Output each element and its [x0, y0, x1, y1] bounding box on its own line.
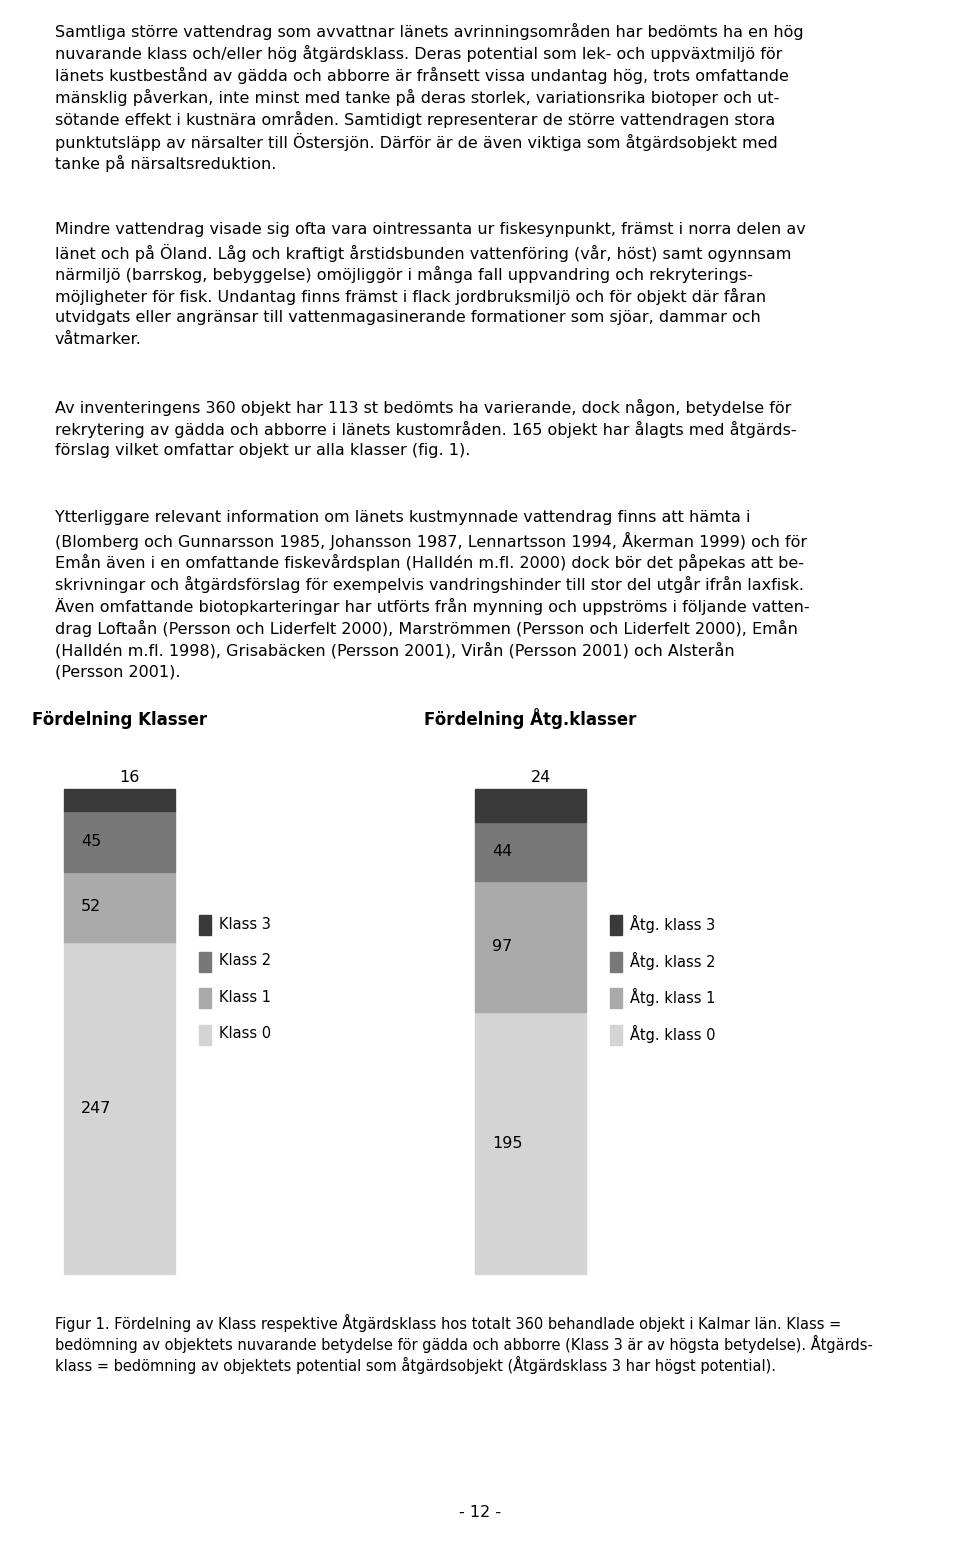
Text: förslag vilket omfattar objekt ur alla klasser (fig. 1).: förslag vilket omfattar objekt ur alla k…: [55, 443, 470, 458]
Text: länets kustbestånd av gädda och abborre är frånsett vissa undantag hög, trots om: länets kustbestånd av gädda och abborre …: [55, 68, 788, 85]
Text: rekrytering av gädda och abborre i länets kustområden. 165 objekt har ålagts med: rekrytering av gädda och abborre i länet…: [55, 421, 797, 438]
Text: sötande effekt i kustnära områden. Samtidigt representerar de större vattendrage: sötande effekt i kustnära områden. Samti…: [55, 111, 775, 128]
Text: närmiljö (barrskog, bebyggelse) omöjliggör i många fall uppvandring och rekryter: närmiljö (barrskog, bebyggelse) omöjligg…: [55, 267, 753, 284]
Text: Klass 0: Klass 0: [219, 1026, 271, 1042]
Text: 24: 24: [530, 770, 551, 785]
Bar: [199, 915, 211, 935]
FancyBboxPatch shape: [64, 790, 175, 812]
Text: Åtg. klass 0: Åtg. klass 0: [630, 1025, 715, 1043]
Text: Ytterliggare relevant information om länets kustmynnade vattendrag finns att häm: Ytterliggare relevant information om län…: [55, 511, 750, 525]
Text: 44: 44: [492, 844, 512, 859]
Text: skrivningar och åtgärdsförslag för exempelvis vandringshinder till stor del utgå: skrivningar och åtgärdsförslag för exemp…: [55, 576, 804, 593]
FancyBboxPatch shape: [475, 881, 586, 1012]
Text: bedömning av objektets nuvarande betydelse för gädda och abborre (Klass 3 är av : bedömning av objektets nuvarande betydel…: [55, 1335, 873, 1353]
Bar: [199, 988, 211, 1008]
Text: 97: 97: [492, 938, 512, 954]
Bar: [610, 952, 622, 972]
Text: Fördelning Åtg.klasser: Fördelning Åtg.klasser: [424, 708, 636, 730]
Text: länet och på Öland. Låg och kraftigt årstidsbunden vattenföring (vår, höst) samt: länet och på Öland. Låg och kraftigt års…: [55, 244, 791, 262]
Text: nuvarande klass och/eller hög åtgärdsklass. Deras potential som lek- och uppväxt: nuvarande klass och/eller hög åtgärdskla…: [55, 45, 782, 62]
Text: tanke på närsaltsreduktion.: tanke på närsaltsreduktion.: [55, 156, 276, 173]
Text: 247: 247: [81, 1100, 111, 1116]
Text: Klass 1: Klass 1: [219, 989, 271, 1004]
Text: Även omfattande biotopkarteringar har utförts från mynning och uppströms i följa: Även omfattande biotopkarteringar har ut…: [55, 599, 809, 616]
Text: (Halldén m.fl. 1998), Grisabäcken (Persson 2001), Virån (Persson 2001) och Alste: (Halldén m.fl. 1998), Grisabäcken (Perss…: [55, 642, 734, 659]
Text: 16: 16: [119, 770, 140, 785]
Text: Figur 1. Fördelning av Klass respektive Åtgärdsklass hos totalt 360 behandlade o: Figur 1. Fördelning av Klass respektive …: [55, 1313, 841, 1332]
FancyBboxPatch shape: [475, 822, 586, 881]
Text: Klass 2: Klass 2: [219, 954, 271, 967]
Bar: [610, 1025, 622, 1045]
Text: Åtg. klass 3: Åtg. klass 3: [630, 915, 715, 934]
FancyBboxPatch shape: [64, 872, 175, 941]
Text: 45: 45: [81, 833, 101, 849]
Text: Åtg. klass 1: Åtg. klass 1: [630, 988, 715, 1006]
Text: Mindre vattendrag visade sig ofta vara ointressanta ur fiskesynpunkt, främst i n: Mindre vattendrag visade sig ofta vara o…: [55, 222, 805, 238]
Bar: [610, 988, 622, 1008]
FancyBboxPatch shape: [475, 1012, 586, 1275]
Text: (Persson 2001).: (Persson 2001).: [55, 665, 180, 679]
Text: Klass 3: Klass 3: [219, 917, 271, 932]
Text: våtmarker.: våtmarker.: [55, 332, 141, 347]
Text: (Blomberg och Gunnarsson 1985, Johansson 1987, Lennartsson 1994, Åkerman 1999) o: (Blomberg och Gunnarsson 1985, Johansson…: [55, 532, 806, 549]
Text: utvidgats eller angränsar till vattenmagasinerande formationer som sjöar, dammar: utvidgats eller angränsar till vattenmag…: [55, 310, 760, 326]
Text: - 12 -: - 12 -: [459, 1504, 501, 1520]
Bar: [610, 915, 622, 935]
Text: möjligheter för fisk. Undantag finns främst i flack jordbruksmiljö och för objek: möjligheter för fisk. Undantag finns frä…: [55, 289, 766, 306]
Text: Av inventeringens 360 objekt har 113 st bedömts ha varierande, dock någon, betyd: Av inventeringens 360 objekt har 113 st …: [55, 400, 791, 417]
Text: Samtliga större vattendrag som avvattnar länets avrinningsområden har bedömts ha: Samtliga större vattendrag som avvattnar…: [55, 23, 804, 40]
Text: 195: 195: [492, 1136, 522, 1151]
FancyBboxPatch shape: [64, 812, 175, 872]
Bar: [199, 1025, 211, 1045]
Text: punktutsläpp av närsalter till Östersjön. Därför är de även viktiga som åtgärdso: punktutsläpp av närsalter till Östersjön…: [55, 133, 778, 151]
FancyBboxPatch shape: [475, 790, 586, 822]
Text: 52: 52: [81, 900, 101, 913]
Text: Åtg. klass 2: Åtg. klass 2: [630, 952, 715, 969]
Text: drag Loftaån (Persson och Liderfelt 2000), Marströmmen (Persson och Liderfelt 20: drag Loftaån (Persson och Liderfelt 2000…: [55, 620, 798, 637]
Text: Emån även i en omfattande fiskevårdsplan (Halldén m.fl. 2000) dock bör det påpek: Emån även i en omfattande fiskevårdsplan…: [55, 554, 804, 571]
Text: Fördelning Klasser: Fördelning Klasser: [32, 711, 207, 730]
Text: mänsklig påverkan, inte minst med tanke på deras storlek, variationsrika biotope: mänsklig påverkan, inte minst med tanke …: [55, 89, 780, 106]
Text: klass = bedömning av objektets potential som åtgärdsobjekt (Åtgärdsklass 3 har h: klass = bedömning av objektets potential…: [55, 1356, 776, 1375]
Bar: [199, 952, 211, 972]
FancyBboxPatch shape: [64, 941, 175, 1275]
